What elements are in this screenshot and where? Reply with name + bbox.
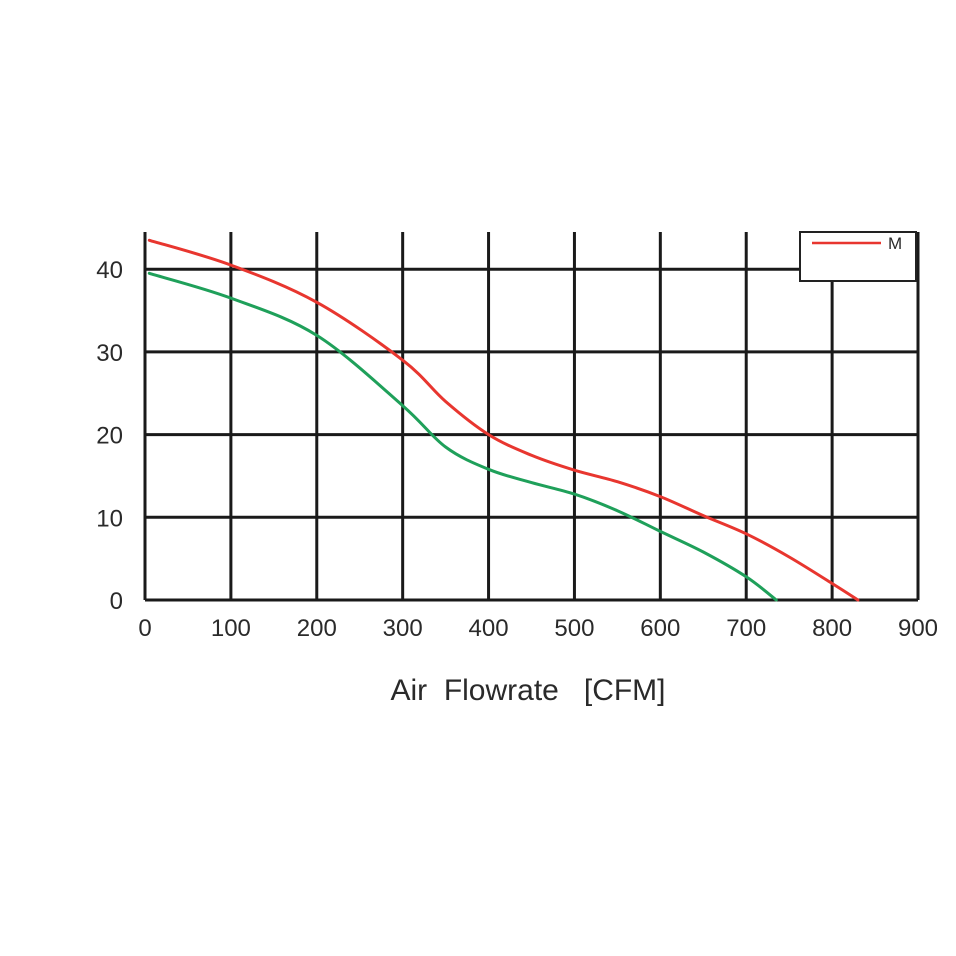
x-tick-label: 500 — [554, 615, 594, 642]
tick-labels: 0 100 200 300 400 500 600 700 800 900 0 10 20 30 40 — [96, 257, 938, 642]
series-line-red — [147, 238, 860, 602]
y-tick-label: 40 — [96, 257, 123, 284]
y-tick-label: 0 — [110, 588, 123, 615]
legend-label-m: M — [888, 234, 902, 253]
y-tick-label: 10 — [96, 505, 123, 532]
x-tick-label: 300 — [383, 615, 423, 642]
grid — [143, 232, 920, 602]
x-tick-label: 600 — [640, 615, 680, 642]
x-tick-label: 400 — [469, 615, 509, 642]
y-axis-title-group: Static Pressure(mmH — [17, 321, 50, 606]
y-axis-title: Static Pressure(mmH — [17, 321, 50, 606]
x-tick-label: 700 — [726, 615, 766, 642]
legend-box — [799, 231, 917, 282]
x-tick-label: 100 — [211, 615, 251, 642]
x-tick-label: 200 — [297, 615, 337, 642]
legend: M — [799, 231, 917, 282]
x-tick-label: 900 — [898, 615, 938, 642]
y-tick-label: 30 — [96, 340, 123, 367]
series-lines — [147, 238, 860, 602]
x-tick-label: 0 — [138, 615, 151, 642]
y-tick-label: 20 — [96, 423, 123, 450]
x-tick-label: 800 — [812, 615, 852, 642]
series-line-green — [147, 271, 778, 602]
x-axis-title: Air Flowrate [CFM] — [390, 674, 665, 707]
